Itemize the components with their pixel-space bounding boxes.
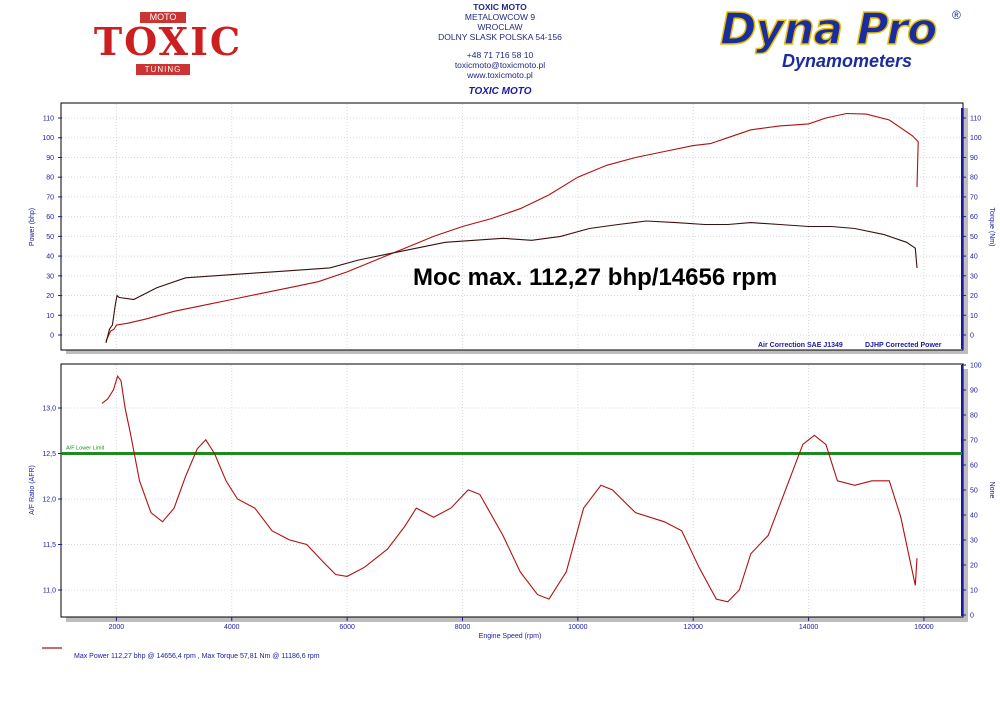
logo-tuning-tag: TUNING [136,64,190,75]
rpm-tick-label: 2000 [109,624,125,631]
none-tick-label: 40 [970,513,978,520]
afr-y-ticks: 11,0 11,5 12,0 12,5 13,0 [42,406,62,595]
rpm-tick-label: 4000 [224,624,240,631]
torque-tick-label: 100 [970,135,982,142]
logo-moto-tag: MOTO [140,12,186,23]
afr-limit: A/F Lower Limit [62,446,962,455]
power-tick-label: 60 [46,214,54,221]
none-tick-label: 10 [970,588,978,595]
power-tick-label: 0 [50,333,54,340]
dynapro-logo-word: Dyna Pro [719,3,938,56]
none-axis-label: None [988,482,995,499]
chart-subtitle: TOXIC MOTO [468,86,532,97]
rpm-x-ticks: 2000 4000 6000 8000 10000 12000 14000 16000 [109,617,934,631]
power-tick-label: 20 [46,293,54,300]
none-tick-label: 20 [970,563,978,570]
dynapro-logo: Dyna Pro ® Dynamometers [712,3,972,74]
afr-axis-label: A/F Ratio (AFR) [29,465,36,515]
torque-tick-label: 30 [970,273,978,280]
torque-tick-label: 10 [970,313,978,320]
afr-curve [101,375,918,603]
torque-tick-label: 20 [970,293,978,300]
rpm-tick-label: 8000 [455,624,471,631]
power-tick-label: 90 [46,155,54,162]
toxic-logo: MOTO TOXIC TUNING [92,12,244,75]
dynapro-logo-subword: Dynamometers [782,51,913,71]
none-tick-label: 80 [970,413,978,420]
rpm-tick-label: 14000 [799,624,819,631]
max-power-annotation: Moc max. 112,27 bhp/14656 rpm [413,264,777,291]
power-tick-label: 40 [46,254,54,261]
afr-tick-label: 12,5 [42,451,56,458]
none-tick-label: 70 [970,438,978,445]
power-tick-label: 80 [46,175,54,182]
none-tick-label: 50 [970,488,978,495]
power-tick-label: 50 [46,234,54,241]
rpm-tick-label: 16000 [914,624,934,631]
footer-summary: Max Power 112,27 bhp @ 14656,4 rpm , Max… [74,653,320,660]
afr-lower-limit-label: A/F Lower Limit [66,446,105,452]
company-region: DOLNY SLASK POLSKA 54-156 [438,32,562,42]
none-y-ticks: 0 10 20 30 40 50 60 70 80 90 100 [961,363,982,620]
afr-plot-area [60,363,964,618]
power-axis-label: Power (bhp) [29,208,36,246]
power-tick-label: 100 [42,135,54,142]
power-y-ticks: 0 10 20 30 40 50 60 70 80 90 100 110 [42,116,62,340]
torque-axis-label: Torque (Nm) [988,208,995,247]
power-grid [62,104,962,349]
company-city: WROCLAW [477,22,523,32]
rpm-tick-label: 6000 [339,624,355,631]
torque-y-ticks: 0 10 20 30 40 50 60 70 80 90 100 110 [961,108,982,349]
registered-mark: ® [952,8,961,22]
afr-tick-label: 11,5 [43,542,56,549]
power-torque-series [105,112,919,344]
company-info: TOXIC MOTO METALOWCOW 9 WROCLAW DOLNY SL… [390,2,610,80]
company-street: METALOWCOW 9 [464,12,536,22]
company-name: TOXIC MOTO [473,2,527,12]
afr-tick-label: 11,0 [43,588,56,595]
power-tick-label: 10 [46,313,54,320]
power-tick-label: 30 [46,273,54,280]
torque-curve [105,220,918,344]
torque-tick-label: 50 [970,234,978,241]
power-curve [105,112,919,342]
torque-tick-label: 90 [970,155,978,162]
torque-tick-label: 110 [970,116,981,123]
none-tick-label: 0 [970,613,974,620]
afr-series [101,375,918,603]
none-tick-label: 100 [970,363,982,370]
power-tick-label: 70 [46,194,54,201]
torque-tick-label: 0 [970,333,974,340]
rpm-tick-label: 12000 [683,624,703,631]
rpm-axis-label: Engine Speed (rpm) [479,633,542,640]
torque-tick-label: 60 [970,214,978,221]
corrected-power-note: DJHP Corrected Power [865,342,942,349]
torque-tick-label: 40 [970,254,978,261]
logo-toxic-word: TOXIC [93,19,243,64]
power-tick-label: 110 [43,116,54,123]
company-phone: +48 71 716 58 10 [466,50,534,60]
rpm-tick-label: 10000 [568,624,588,631]
company-email: toxicmoto@toxicmoto.pl [454,60,546,70]
afr-tick-label: 12,0 [42,497,56,504]
air-correction-note: Air Correction SAE J1349 [758,342,843,349]
none-tick-label: 60 [970,463,978,470]
torque-tick-label: 70 [970,194,978,201]
company-web: www.toxicmoto.pl [467,70,533,80]
none-tick-label: 90 [970,388,978,395]
torque-tick-label: 80 [970,175,978,182]
none-tick-label: 30 [970,538,978,545]
afr-tick-label: 13,0 [42,406,56,413]
